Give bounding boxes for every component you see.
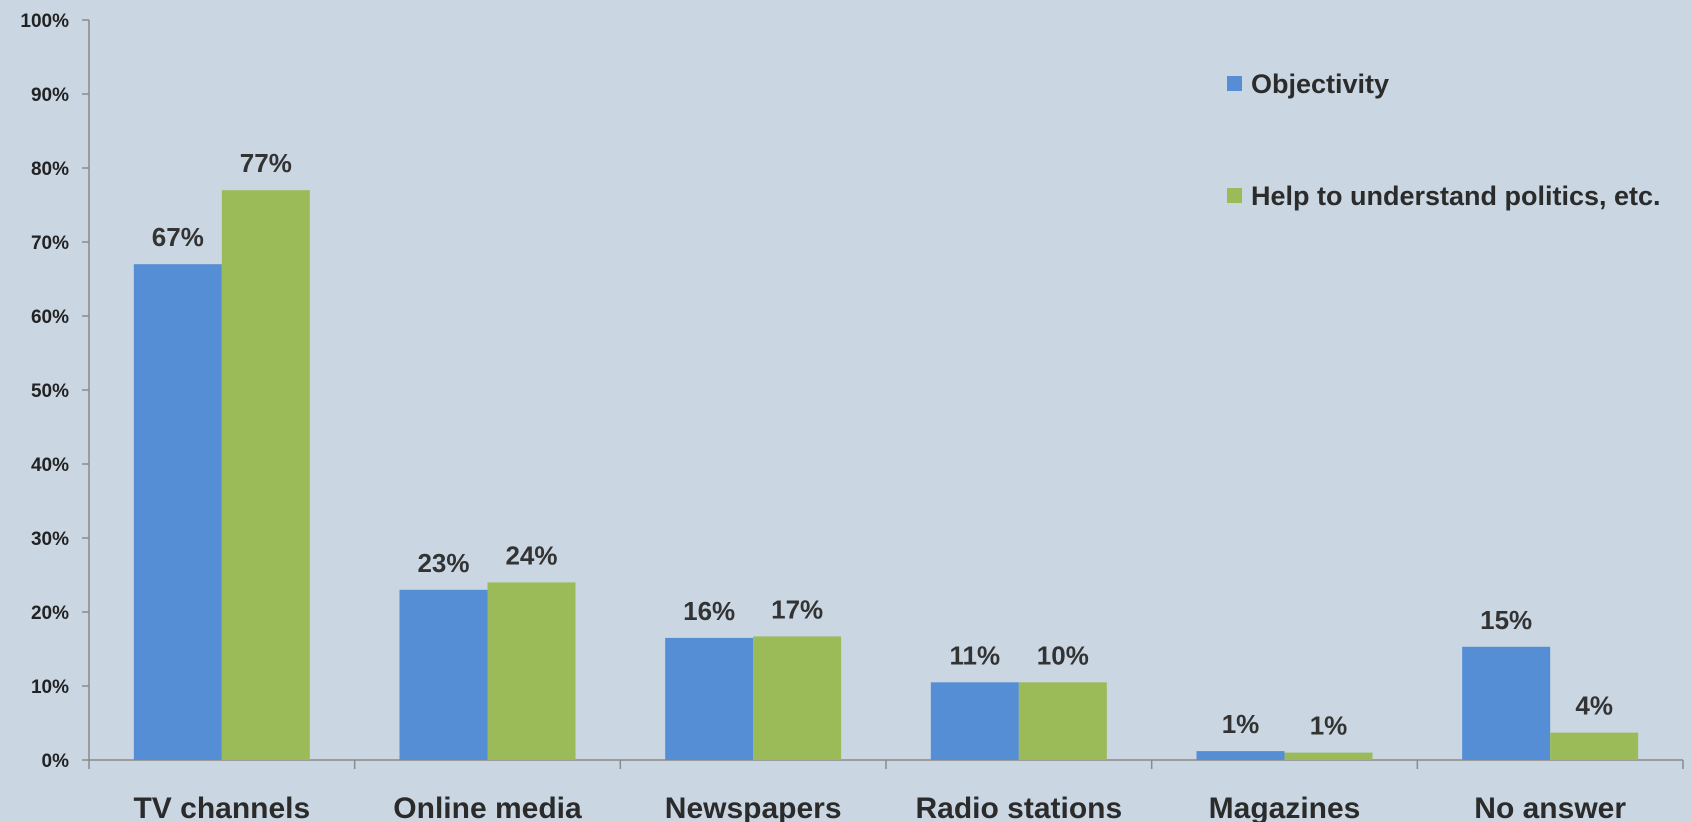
y-tick-label: 60% <box>31 307 69 328</box>
bar-series-2 <box>753 636 842 760</box>
x-category-label: Radio stations <box>915 792 1122 822</box>
data-label: 17% <box>771 594 823 624</box>
y-tick-label: 70% <box>31 233 69 254</box>
y-tick-label: 0% <box>42 751 70 772</box>
x-category-label: Magazines <box>1209 792 1361 822</box>
y-tick-label: 10% <box>31 677 69 698</box>
bar-series-2 <box>221 190 310 760</box>
data-label: 10% <box>1037 640 1089 670</box>
y-tick-label: 100% <box>20 11 69 32</box>
data-label: 67% <box>152 222 204 252</box>
bar-series-1 <box>1196 751 1285 760</box>
bar-series-1 <box>930 682 1019 760</box>
y-tick-label: 40% <box>31 455 69 476</box>
data-label: 23% <box>417 548 469 578</box>
legend-swatch <box>1227 76 1242 91</box>
legend-swatch <box>1227 188 1242 203</box>
x-category-label: Newspapers <box>665 792 842 822</box>
data-labels: 67% 23% 16% 11% 1% 15% 77% 24% 17% 10% 1% 4% <box>152 148 1613 740</box>
x-category-label: Online media <box>393 792 582 822</box>
legend-label: Help to understand politics, etc. <box>1251 181 1661 211</box>
x-axis: TV channels Online media Newspapers Radio s… <box>88 759 1684 822</box>
data-label: 77% <box>240 148 292 178</box>
x-category-label: TV channels <box>133 792 310 822</box>
data-label: 24% <box>505 540 557 570</box>
bar-series-1 <box>665 637 754 760</box>
bar-series-2 <box>487 582 576 760</box>
y-tick-label: 90% <box>31 85 69 106</box>
y-tick-label: 50% <box>31 381 69 402</box>
y-tick-label: 80% <box>31 159 69 180</box>
data-label: 15% <box>1480 605 1532 635</box>
data-label: 11% <box>950 640 1001 670</box>
y-tick-label: 30% <box>31 529 69 550</box>
y-tick-label: 20% <box>31 603 69 624</box>
bars <box>133 190 1639 760</box>
bar-series-1 <box>133 264 222 760</box>
legend: Objectivity Help to understand politics, … <box>1227 69 1661 211</box>
x-category-label: No answer <box>1474 792 1626 822</box>
legend-label: Objectivity <box>1251 69 1389 99</box>
data-label: 4% <box>1575 691 1613 721</box>
bar-series-1 <box>399 589 488 760</box>
bar-series-2 <box>1550 732 1639 760</box>
bar-series-2 <box>1018 682 1107 760</box>
y-axis: 0% 10% 20% 30% 40% 50% 60% 70% 80% 90% 100% <box>20 11 90 772</box>
data-label: 1% <box>1222 709 1260 739</box>
bar-series-1 <box>1462 646 1551 760</box>
bar-series-2 <box>1284 752 1373 760</box>
data-label: 16% <box>683 596 735 626</box>
data-label: 1% <box>1310 711 1348 741</box>
